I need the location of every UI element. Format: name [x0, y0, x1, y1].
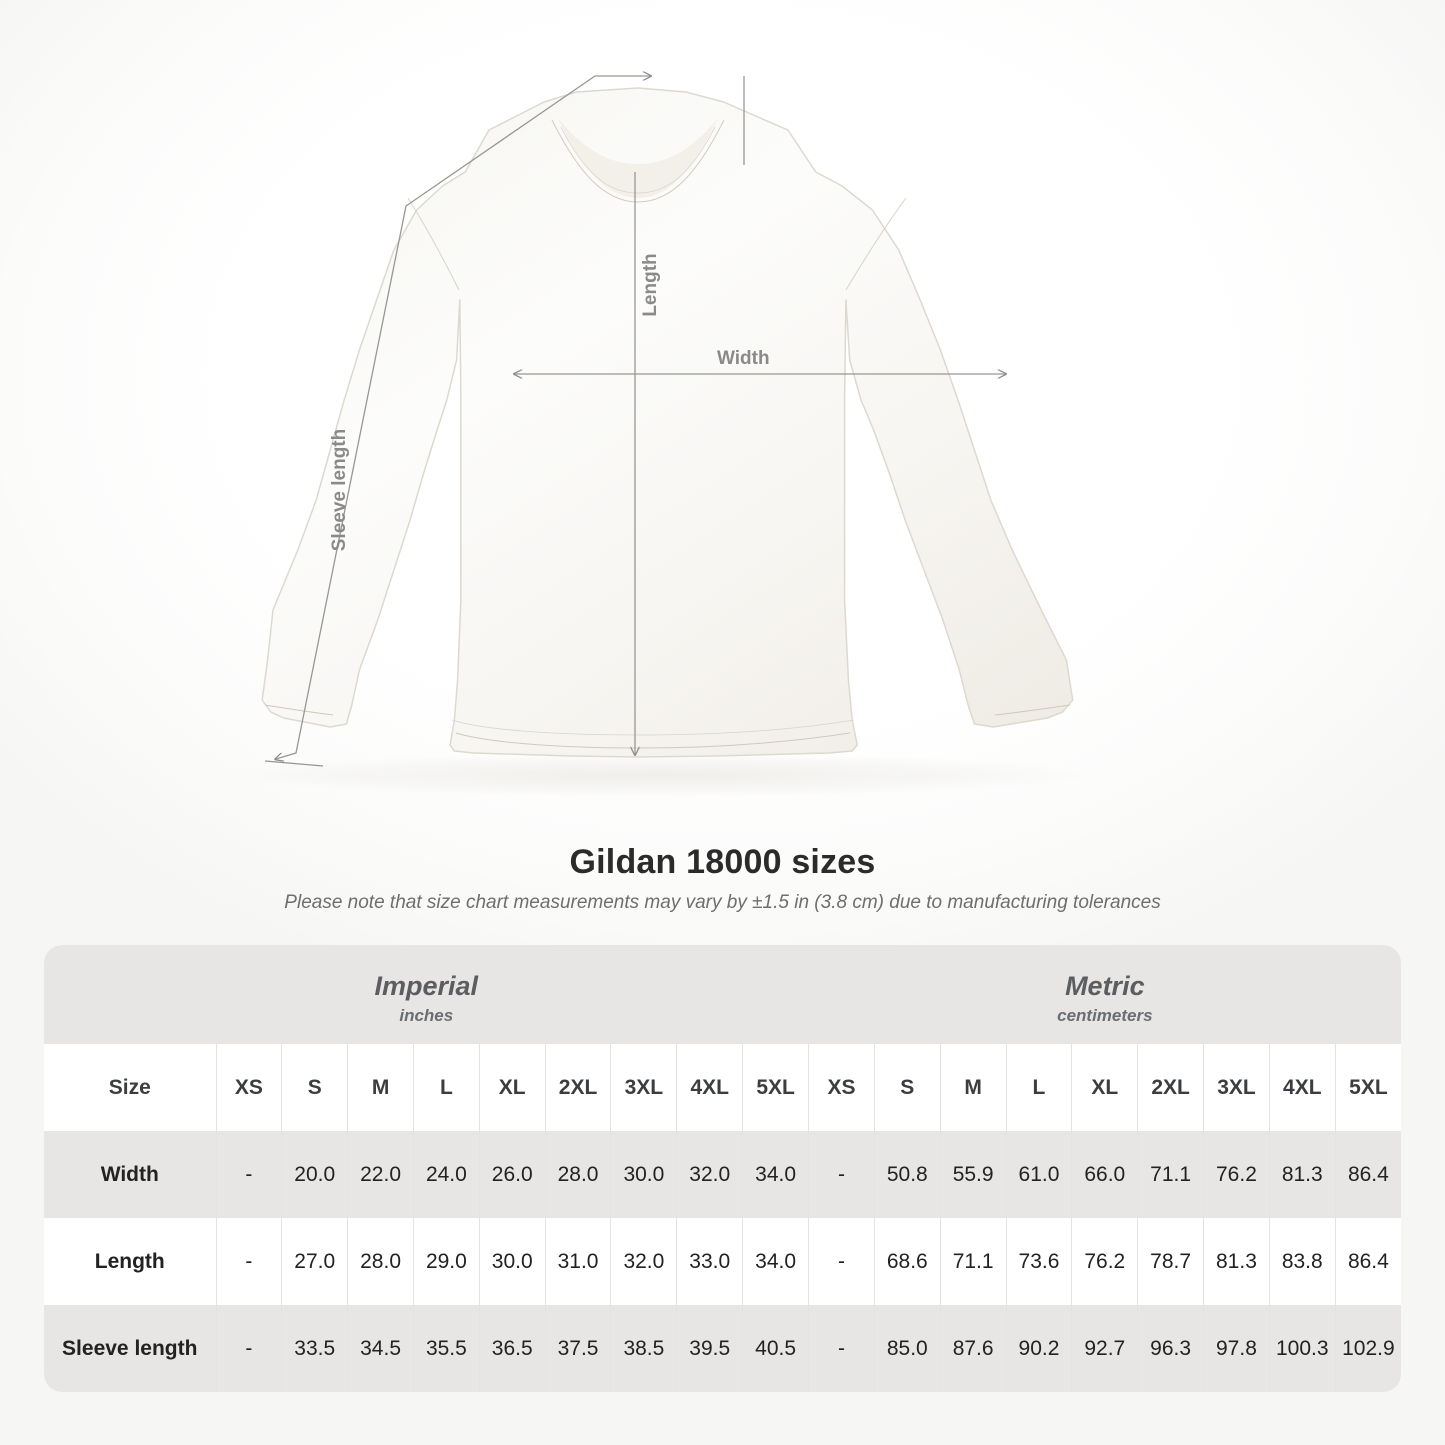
svg-text:Length: Length: [640, 253, 661, 316]
svg-text:Sleeve length: Sleeve length: [329, 429, 350, 552]
svg-text:Width: Width: [717, 348, 770, 369]
